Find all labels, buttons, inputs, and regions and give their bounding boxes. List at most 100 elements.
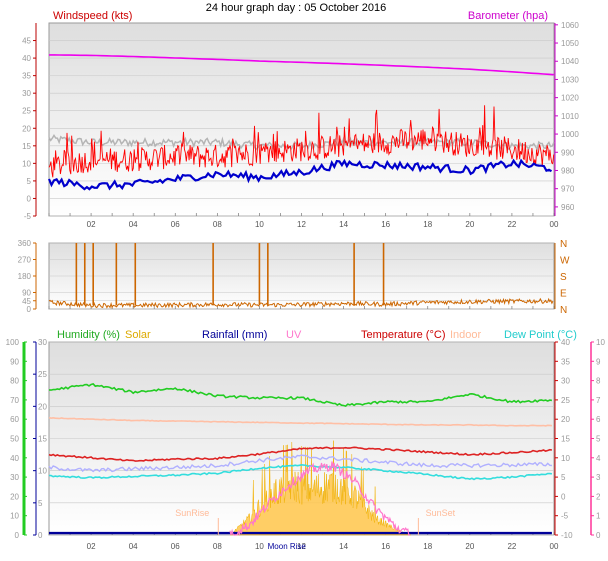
gust-line xyxy=(48,105,555,178)
time-tick-label: 14 xyxy=(339,542,348,551)
main-tick-label: 20 xyxy=(38,402,47,411)
windspeed-tick-label: 0 xyxy=(27,194,32,203)
main-tick-label: 30 xyxy=(38,338,47,347)
temperature-tick-label: 10 xyxy=(561,454,570,463)
direction-tick-label: 270 xyxy=(18,256,32,265)
barometer-axis-label: Barometer (hpa) xyxy=(468,10,548,22)
multi-legend: Humidity (%) Solar Rainfall (mm) UV Temperat… xyxy=(57,329,577,341)
barometer-tick-label: 1060 xyxy=(561,21,579,30)
time-tick-label: 22 xyxy=(507,542,516,551)
temperature-tick-label: 5 xyxy=(561,473,566,482)
multi-axes: 0102030405060708090100051015202530-10-50… xyxy=(6,338,606,540)
legend-entry: Rainfall (mm) xyxy=(202,329,267,341)
uv-tick-label: 0 xyxy=(596,531,601,540)
moonrise-label: Moon Rise xyxy=(268,542,307,551)
legend-entry: UV xyxy=(286,329,302,341)
solar-series xyxy=(229,440,411,536)
time-tick-label: 12 xyxy=(297,220,306,229)
compass-letter: S xyxy=(560,272,567,283)
solar-area xyxy=(229,440,411,536)
legend-entry: Indoor xyxy=(450,329,482,341)
temperature-tick-label: 15 xyxy=(561,435,570,444)
multi-panel: Humidity (%) Solar Rainfall (mm) UV Temperat… xyxy=(6,329,606,551)
temperature-line xyxy=(48,446,553,462)
temperature-tick-label: 35 xyxy=(561,357,570,366)
windspeed-tick-label: -5 xyxy=(24,212,32,221)
time-tick-label: 08 xyxy=(213,220,222,229)
windspeed-tick-label: 20 xyxy=(22,124,31,133)
time-tick-label: 20 xyxy=(465,220,474,229)
direction-tick-label: 0 xyxy=(27,305,32,314)
barometer-tick-label: 970 xyxy=(561,185,575,194)
multi-series xyxy=(48,382,553,537)
barometer-tick-label: 1000 xyxy=(561,130,579,139)
humidity-tick-label: 30 xyxy=(10,473,19,482)
time-tick-label: 00 xyxy=(550,220,559,229)
barometer-tick-label: 1010 xyxy=(561,112,579,121)
uv-tick-label: 4 xyxy=(596,454,601,463)
humidity-tick-label: 70 xyxy=(10,396,19,405)
windspeed-tick-label: 10 xyxy=(22,159,31,168)
time-tick-label: 14 xyxy=(339,220,348,229)
temperature-tick-label: 0 xyxy=(561,492,566,501)
main-tick-label: 10 xyxy=(38,467,47,476)
time-tick-label: 18 xyxy=(423,542,432,551)
temperature-tick-label: -10 xyxy=(561,531,573,540)
direction-tick-label: 90 xyxy=(22,289,31,298)
indoor-line xyxy=(48,416,553,427)
wind-baro-panel: Windspeed (kts) Barometer (hpa) -5 0 5 10 15… xyxy=(22,10,579,229)
windspeed-tick-label: 30 xyxy=(22,89,31,98)
temperature-tick-label: 40 xyxy=(561,338,570,347)
legend-entry: Temperature (°C) xyxy=(361,329,445,341)
windspeed-tick-label: 15 xyxy=(22,142,31,151)
legend-entry: Solar xyxy=(125,329,151,341)
uv-tick-label: 10 xyxy=(596,338,605,347)
time-tick-label: 18 xyxy=(423,220,432,229)
main-tick-label: 5 xyxy=(38,499,43,508)
indoor-secondary-line xyxy=(48,454,552,473)
barometer-tick-label: 1030 xyxy=(561,75,579,84)
time-tick-label: 16 xyxy=(381,542,390,551)
compass-letter: E xyxy=(560,289,567,300)
sunrise-label: SunRise xyxy=(175,508,209,518)
dewpoint-line xyxy=(48,463,552,481)
sunset-label: SunSet xyxy=(426,508,456,518)
uv-tick-label: 1 xyxy=(596,512,601,521)
sun-moon-annotations: SunRise SunSet Moon Rise xyxy=(175,508,455,551)
barometer-line xyxy=(49,54,555,76)
humidity-tick-label: 50 xyxy=(10,435,19,444)
temperature-tick-label: 30 xyxy=(561,377,570,386)
humidity-tick-label: 20 xyxy=(10,492,19,501)
windspeed-tick-label: 35 xyxy=(22,72,31,81)
humidity-tick-label: 10 xyxy=(10,512,19,521)
main-tick-label: 0 xyxy=(38,531,43,540)
time-tick-label: 02 xyxy=(87,542,96,551)
uv-tick-label: 3 xyxy=(596,473,601,482)
humidity-tick-label: 0 xyxy=(15,531,20,540)
temperature-tick-label: -5 xyxy=(561,512,569,521)
time-tick-label: 10 xyxy=(255,542,264,551)
temperature-tick-label: 25 xyxy=(561,396,570,405)
temperature-tick-label: 20 xyxy=(561,415,570,424)
chart-title: 24 hour graph day : 05 October 2016 xyxy=(206,2,386,14)
barometer-tick-label: 990 xyxy=(561,148,575,157)
barometer-tick-label: 1020 xyxy=(561,94,579,103)
legend-entry: Dew Point (°C) xyxy=(504,329,577,341)
windspeed-tick-label: 40 xyxy=(22,54,31,63)
uv-tick-label: 7 xyxy=(596,396,601,405)
multi-time-axis: 02 04 06 08 10 12 14 16 18 20 22 00 xyxy=(87,542,559,551)
time-tick-label: 04 xyxy=(129,542,138,551)
humidity-tick-label: 40 xyxy=(10,454,19,463)
direction-line xyxy=(48,297,554,309)
wind-baro-series xyxy=(47,54,555,191)
time-tick-label: 12 xyxy=(297,542,306,551)
time-tick-label: 04 xyxy=(129,220,138,229)
compass-letter: N xyxy=(560,239,567,250)
time-tick-label: 22 xyxy=(507,220,516,229)
uv-tick-label: 8 xyxy=(596,377,601,386)
barometer-tick-label: 1050 xyxy=(561,39,579,48)
direction-tick-label: 180 xyxy=(18,272,32,281)
